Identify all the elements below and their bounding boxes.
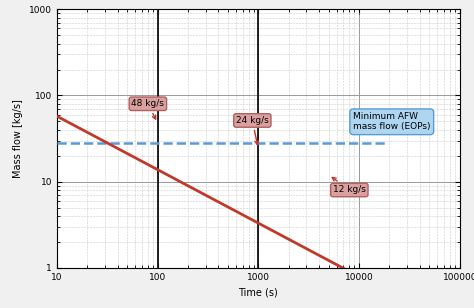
Text: 12 kg/s: 12 kg/s xyxy=(332,177,366,194)
Y-axis label: Mass flow [kg/s]: Mass flow [kg/s] xyxy=(13,99,24,178)
Text: 24 kg/s: 24 kg/s xyxy=(236,116,269,145)
Text: 48 kg/s: 48 kg/s xyxy=(131,99,164,119)
Text: Minimum AFW
mass flow (EOPs): Minimum AFW mass flow (EOPs) xyxy=(353,112,430,132)
X-axis label: Time (s): Time (s) xyxy=(238,287,278,298)
